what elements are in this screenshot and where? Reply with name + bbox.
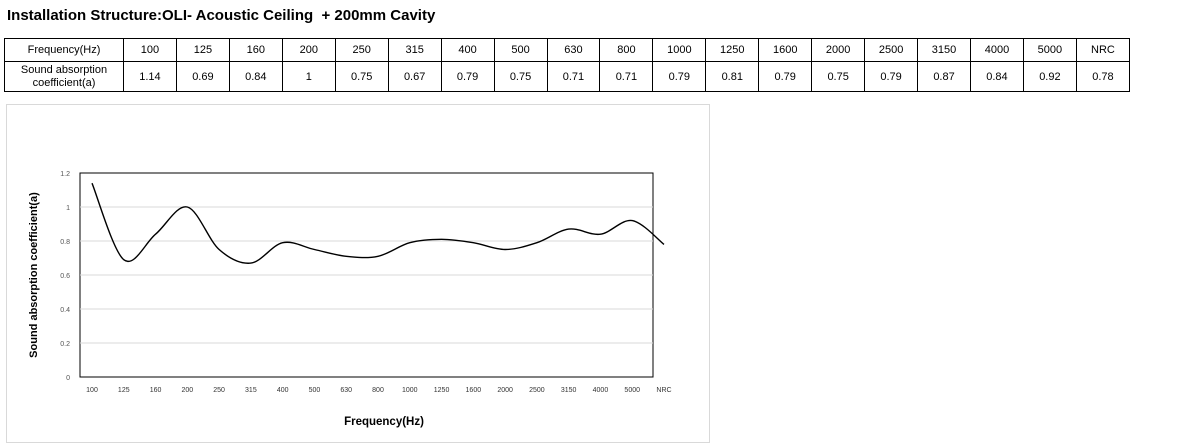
frequency-cell: 2500: [864, 38, 919, 62]
y-axis-ticks: 0 0.2 0.4 0.6 0.8 1 1.2: [60, 171, 70, 382]
coefficient-cell: 0.79: [864, 61, 919, 92]
coefficient-cell: 0.78: [1075, 61, 1131, 92]
x-tick-label: 1250: [434, 387, 450, 394]
frequency-cell: 630: [546, 38, 601, 62]
coefficient-row-header: Sound absorption coefficient(a): [4, 61, 124, 92]
coefficient-cell: 0.79: [652, 61, 707, 92]
x-tick-label: 5000: [624, 387, 640, 394]
x-tick-label: 2000: [497, 387, 513, 394]
frequency-cell: 1600: [758, 38, 813, 62]
coefficient-cell: 0.71: [546, 61, 601, 92]
coefficient-cell: 0.84: [970, 61, 1024, 92]
absorption-series-line: [91, 182, 665, 264]
y-tick-label: 0: [66, 375, 70, 382]
coefficient-cell: 0.67: [387, 61, 442, 92]
x-tick-label: 250: [213, 387, 225, 394]
frequency-cell: 2000: [811, 38, 866, 62]
coefficient-cell: 1.14: [123, 61, 177, 92]
chart-container: 0 0.2 0.4 0.6 0.8 1 1.2 100 125 160 200 250 315 400 5…: [6, 104, 710, 443]
x-tick-label: 1600: [466, 387, 482, 394]
y-axis-label: Sound absorption coefficient(a): [28, 192, 40, 358]
frequency-cell: 100: [123, 38, 177, 62]
x-tick-label: 100: [86, 387, 98, 394]
y-tick-label: 0.8: [60, 239, 70, 246]
x-tick-label: 200: [181, 387, 193, 394]
y-tick-label: 0.6: [60, 273, 70, 280]
frequency-row-header: Frequency(Hz): [4, 38, 124, 62]
frequency-cell: 160: [228, 38, 283, 62]
coefficient-cell: 1: [281, 61, 336, 92]
x-tick-label: 1000: [402, 387, 418, 394]
x-tick-label: 630: [340, 387, 352, 394]
coefficient-cell: 0.69: [175, 61, 230, 92]
frequency-cell: 1000: [652, 38, 707, 62]
coefficient-cell: 0.79: [758, 61, 813, 92]
coefficient-cell: 0.75: [811, 61, 866, 92]
x-tick-label: 315: [245, 387, 257, 394]
coefficient-cell: 0.79: [440, 61, 495, 92]
x-tick-label: 2500: [529, 387, 545, 394]
frequency-cell: 125: [175, 38, 230, 62]
frequency-cell: 800: [599, 38, 654, 62]
coefficient-cell: 0.84: [228, 61, 283, 92]
y-tick-label: 0.4: [60, 307, 70, 314]
x-tick-label: 800: [372, 387, 384, 394]
frequency-cell: 5000: [1022, 38, 1077, 62]
frequency-cell: 1250: [705, 38, 760, 62]
y-tick-label: 1: [66, 205, 70, 212]
frequency-cell: 250: [334, 38, 389, 62]
coefficient-cell: 0.81: [705, 61, 760, 92]
frequency-cell: 3150: [917, 38, 971, 62]
frequency-cell: 500: [493, 38, 548, 62]
frequency-row: Frequency(Hz) 100 125 160 200 250 315 400 500 63…: [4, 38, 1131, 62]
y-tick-label: 0.2: [60, 341, 70, 348]
x-tick-label: 4000: [593, 387, 609, 394]
frequency-cell: 400: [440, 38, 495, 62]
x-tick-label: 400: [277, 387, 289, 394]
x-tick-label: 500: [309, 387, 321, 394]
coefficient-cell: 0.87: [917, 61, 971, 92]
coefficient-cell: 0.75: [334, 61, 389, 92]
x-tick-label: 125: [118, 387, 130, 394]
x-tick-label: 160: [150, 387, 162, 394]
y-tick-label: 1.2: [60, 171, 70, 178]
frequency-cell: 200: [281, 38, 336, 62]
frequency-cell: 315: [387, 38, 442, 62]
frequency-cell: NRC: [1075, 38, 1131, 62]
coefficient-row: Sound absorption coefficient(a) 1.14 0.69…: [4, 61, 1131, 92]
coefficient-cell: 0.75: [493, 61, 548, 92]
frequency-cell: 4000: [970, 38, 1024, 62]
coefficient-cell: 0.71: [599, 61, 654, 92]
x-axis-ticks: 100 125 160 200 250 315 400 500 630 800 1000 1250 16…: [86, 387, 671, 394]
absorption-chart: 0 0.2 0.4 0.6 0.8 1 1.2 100 125 160 200 250 315 400 5…: [28, 171, 672, 428]
x-tick-label: NRC: [656, 387, 671, 394]
absorption-table: Frequency(Hz) 100 125 160 200 250 315 400 500 63…: [4, 38, 1131, 92]
x-axis-label: Frequency(Hz): [344, 416, 424, 428]
coefficient-cell: 0.92: [1022, 61, 1077, 92]
page-title: Installation Structure:OLI- Acoustic Cei…: [7, 7, 436, 24]
x-tick-label: 3150: [561, 387, 577, 394]
grid-lines: [80, 206, 653, 344]
